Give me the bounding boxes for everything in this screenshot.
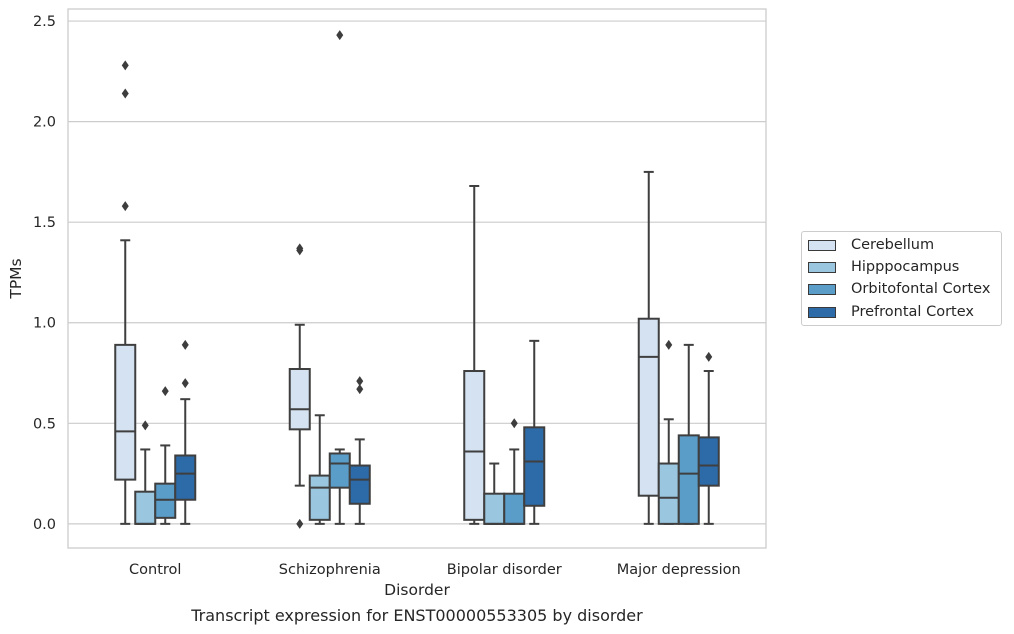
x-tick-label: Major depression bbox=[617, 562, 741, 578]
box bbox=[463, 370, 486, 521]
y-tick-label: 2.0 bbox=[33, 115, 56, 131]
outlier-point bbox=[296, 243, 304, 254]
y-tick-label: 1.0 bbox=[33, 316, 56, 332]
box bbox=[677, 434, 700, 525]
legend-label-prefrontal: Prefrontal Cortex bbox=[851, 304, 974, 320]
outlier-point bbox=[181, 339, 189, 350]
legend-item-prefrontal: Prefrontal Cortex bbox=[808, 302, 974, 322]
legend-item-cerebellum: Cerebellum bbox=[808, 235, 934, 255]
y-tick-label: 0.5 bbox=[33, 416, 56, 432]
box bbox=[697, 436, 720, 487]
y-tick-label: 0.0 bbox=[33, 517, 56, 533]
box bbox=[503, 492, 526, 525]
box bbox=[174, 454, 197, 501]
legend-swatch-prefrontal bbox=[808, 306, 836, 318]
box bbox=[523, 426, 546, 507]
outlier-point bbox=[356, 376, 364, 387]
outlier-point bbox=[510, 418, 518, 429]
box bbox=[328, 452, 351, 489]
legend-swatch-cerebellum bbox=[808, 239, 836, 251]
chart-legend: Cerebellum Hipppocampus Orbitofontal Cor… bbox=[801, 231, 1002, 326]
legend-label-hippocampus: Hipppocampus bbox=[851, 259, 960, 275]
box bbox=[348, 464, 371, 505]
box bbox=[134, 490, 157, 525]
legend-swatch-hippocampus bbox=[808, 261, 836, 273]
x-tick-label: Schizophrenia bbox=[279, 562, 381, 578]
legend-label-cerebellum: Cerebellum bbox=[851, 237, 935, 253]
box bbox=[308, 474, 331, 521]
legend-item-hippocampus: Hipppocampus bbox=[808, 257, 959, 277]
box bbox=[657, 462, 680, 525]
outlier-point bbox=[161, 386, 169, 397]
outlier-point bbox=[181, 378, 189, 389]
box bbox=[637, 317, 660, 497]
y-tick-label: 1.5 bbox=[33, 215, 56, 231]
outlier-point bbox=[121, 88, 129, 99]
outlier-point bbox=[121, 201, 129, 212]
outlier-point bbox=[141, 420, 149, 431]
y-axis-title: TPMs bbox=[7, 258, 25, 299]
box bbox=[154, 482, 177, 519]
plot-frame bbox=[67, 8, 767, 549]
box bbox=[483, 492, 506, 525]
x-tick-label: Bipolar disorder bbox=[447, 562, 562, 578]
legend-swatch-orbitofrontal bbox=[808, 283, 836, 295]
outlier-point bbox=[356, 384, 364, 395]
outlier-point bbox=[705, 351, 713, 362]
x-axis-title: Disorder bbox=[384, 581, 450, 599]
box bbox=[114, 343, 137, 481]
outlier-point bbox=[336, 30, 344, 41]
box bbox=[288, 368, 311, 431]
outlier-point bbox=[665, 339, 673, 350]
outlier-point bbox=[296, 518, 304, 529]
outlier-point bbox=[121, 60, 129, 71]
y-tick-label: 2.5 bbox=[33, 14, 56, 30]
chart-caption: Transcript expression for ENST0000055330… bbox=[191, 606, 643, 625]
x-tick-label: Control bbox=[129, 562, 181, 578]
legend-label-orbitofrontal: Orbitofontal Cortex bbox=[851, 281, 991, 297]
legend-item-orbitofrontal: Orbitofontal Cortex bbox=[808, 279, 990, 299]
